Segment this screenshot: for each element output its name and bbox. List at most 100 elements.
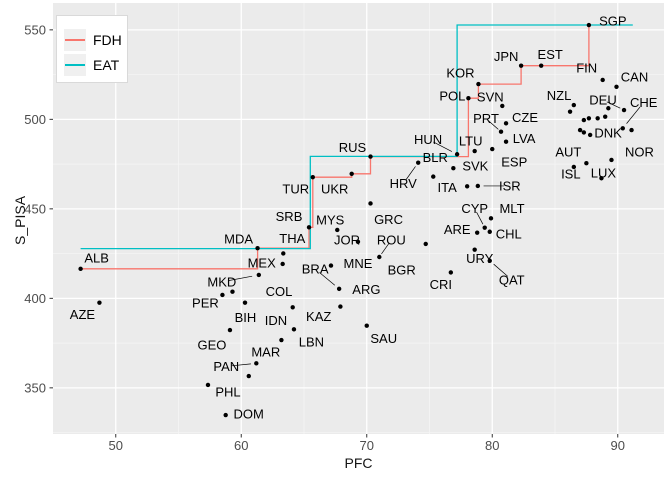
country-label-cze: CZE xyxy=(512,110,538,125)
country-label-bih: BIH xyxy=(235,310,257,325)
data-point-srb xyxy=(306,225,312,230)
eat-line-swatch xyxy=(65,63,85,66)
leader-line-hrv xyxy=(405,166,416,181)
country-label-blr: BLR xyxy=(423,150,448,165)
country-label-svk: SVK xyxy=(462,159,488,174)
country-label-pan: PAN xyxy=(213,359,239,374)
x-tick-label: 90 xyxy=(611,438,625,453)
country-label-geo: GEO xyxy=(198,338,227,353)
extra-data-point xyxy=(577,127,583,133)
y-tick-label: 550 xyxy=(24,22,46,37)
data-point-bra xyxy=(336,286,342,292)
country-label-esp: ESP xyxy=(501,155,527,170)
country-label-est: EST xyxy=(538,47,563,62)
data-point-pol xyxy=(466,96,471,101)
data-point-mex xyxy=(280,261,285,267)
extra-data-point xyxy=(581,117,587,123)
legend-label-fdh: FDH xyxy=(93,31,122,48)
data-point-chl xyxy=(487,229,492,234)
data-point-mlt xyxy=(488,216,494,221)
frontier-line-eat xyxy=(80,24,633,250)
country-label-kor: KOR xyxy=(446,66,474,81)
country-label-rou: ROU xyxy=(377,233,406,248)
data-point-isr xyxy=(475,183,481,189)
data-point-per xyxy=(220,292,225,298)
data-point-lva xyxy=(503,139,509,144)
country-label-rus: RUS xyxy=(339,140,367,155)
extra-data-point xyxy=(571,102,577,108)
data-point-jor xyxy=(355,239,361,244)
country-label-idn: IDN xyxy=(265,313,287,328)
country-label-arg: ARG xyxy=(352,282,380,297)
data-point-deu xyxy=(621,107,627,113)
country-label-tha: THA xyxy=(279,231,305,246)
country-label-mda: MDA xyxy=(224,232,253,247)
country-label-grc: GRC xyxy=(374,212,403,227)
country-label-prt: PRT xyxy=(473,111,499,126)
country-label-mys: MYS xyxy=(316,212,345,227)
country-label-hun: HUN xyxy=(414,132,442,147)
extra-data-point xyxy=(629,127,634,133)
data-point-cyp xyxy=(482,225,487,230)
data-point-sau xyxy=(364,323,369,328)
data-point-pan xyxy=(254,361,259,366)
data-point-tur xyxy=(310,174,315,180)
data-point-col xyxy=(242,300,248,305)
legend-key-eat xyxy=(64,53,86,76)
data-point-sgp xyxy=(586,22,592,28)
leader-line-mkd xyxy=(228,275,253,281)
x-axis-title: PFC xyxy=(344,455,373,471)
country-label-nzl: NZL xyxy=(547,88,572,103)
data-point-che xyxy=(620,126,625,131)
country-label-srb: SRB xyxy=(276,209,303,224)
y-tick-label: 400 xyxy=(24,291,46,306)
country-label-per: PER xyxy=(192,295,219,310)
country-label-deu: DEU xyxy=(589,93,616,108)
data-point-bih xyxy=(230,289,235,294)
fdh-line-swatch xyxy=(65,38,85,41)
leader-line-rou xyxy=(381,242,390,255)
data-point-prt xyxy=(498,129,504,134)
extra-data-point xyxy=(586,116,592,121)
data-point-lux xyxy=(599,176,604,181)
leader-line-qat xyxy=(493,263,509,277)
data-point-nzl xyxy=(567,109,573,114)
data-point-dom xyxy=(223,412,228,418)
data-point-esp xyxy=(490,146,495,152)
legend-key-fdh xyxy=(64,28,86,51)
data-point-aze xyxy=(97,300,102,305)
y-tick-label: 450 xyxy=(24,201,46,216)
data-point-are xyxy=(474,230,480,235)
country-label-lux: LUX xyxy=(591,166,617,181)
data-point-bgr xyxy=(423,241,428,247)
data-point-hrv xyxy=(416,160,421,165)
data-point-isl xyxy=(571,164,577,170)
country-label-bgr: BGR xyxy=(388,262,416,277)
data-point-mar xyxy=(246,373,251,379)
country-label-jor: JOR xyxy=(334,232,360,247)
country-label-mne: MNE xyxy=(344,256,373,271)
data-point-ita xyxy=(464,184,470,189)
data-point-cze xyxy=(503,121,509,126)
legend-item-eat: EAT xyxy=(57,52,127,77)
country-label-phl: PHL xyxy=(215,384,240,399)
country-label-sau: SAU xyxy=(370,331,397,346)
x-tick-label: 50 xyxy=(109,438,123,453)
data-point-phl xyxy=(205,382,211,388)
x-tick-label: 60 xyxy=(234,438,248,453)
country-label-fin: FIN xyxy=(576,60,597,75)
data-point-mda xyxy=(255,246,260,251)
data-point-jpn xyxy=(518,63,524,68)
data-point-nor xyxy=(609,157,614,163)
country-label-bra: BRA xyxy=(302,261,329,276)
country-label-are: ARE xyxy=(444,222,471,237)
data-point-aut xyxy=(584,161,589,166)
legend-item-fdh: FDH xyxy=(57,27,127,52)
country-label-pol: POL xyxy=(439,89,465,104)
data-point-ury xyxy=(472,247,477,252)
data-point-mne xyxy=(328,263,334,268)
legend-label-eat: EAT xyxy=(93,56,120,73)
country-label-lva: LVA xyxy=(513,131,536,146)
extra-data-point xyxy=(595,116,600,121)
